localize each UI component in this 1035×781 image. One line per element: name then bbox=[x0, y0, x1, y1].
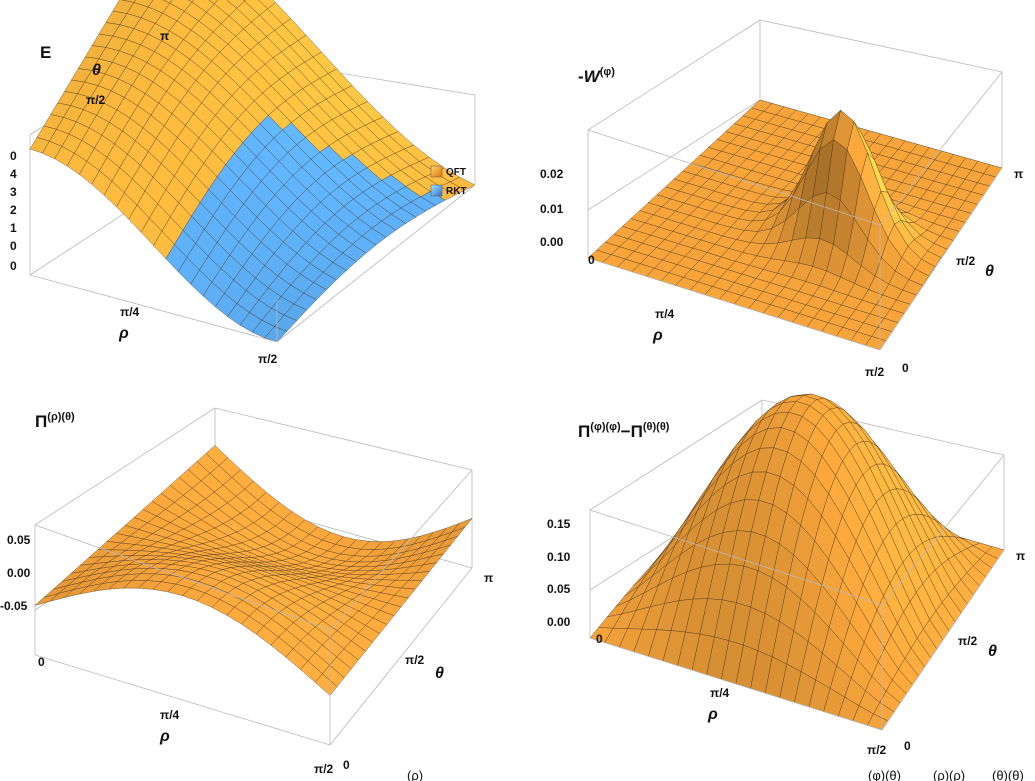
panel-w-phi-z-tick-002: 0.02 bbox=[540, 167, 564, 181]
panel-pi-rho-theta-z-tick-000: 0.00 bbox=[7, 566, 31, 580]
panel-energy-z-tick-0: 0 bbox=[10, 239, 17, 253]
surface-patch bbox=[314, 673, 338, 696]
panel-pi-diff-y-tick-pi: π bbox=[1016, 549, 1025, 563]
panel-w-phi-title-sup: (φ) bbox=[600, 66, 616, 78]
panel-pi-diff-title-a: Π bbox=[578, 422, 590, 441]
panel-pi-diff-x-tick-pi-half: π/2 bbox=[867, 743, 887, 757]
panel-w-phi-x-tick-0: 0 bbox=[588, 253, 595, 267]
panel-pi-diff-theta-label: θ bbox=[988, 643, 997, 660]
panel-energy-z-tick-2: 2 bbox=[10, 203, 17, 217]
panel-pi-diff: Π(φ)(φ)−Π(θ)(θ) 0.15 0.10 0.05 0.00 0 π/… bbox=[547, 393, 1025, 757]
panel-energy-zero-far-tick: 0 bbox=[10, 149, 17, 163]
panel-energy-y-tick-pi-half: π/2 bbox=[86, 93, 106, 107]
panel-pi-rho-theta-y-tick-0: 0 bbox=[343, 758, 350, 772]
legend-swatch-qft bbox=[430, 165, 443, 178]
caption-fragment-4: (θ)(θ) bbox=[992, 768, 1024, 781]
panel-pi-diff-x-tick-0: 0 bbox=[596, 632, 603, 646]
panel-energy-title: E bbox=[40, 43, 51, 62]
panel-pi-rho-theta-z-tick-005: 0.05 bbox=[7, 533, 31, 547]
legend-label-rkt: RKT bbox=[446, 186, 467, 197]
panel-pi-rho-theta: Π(ρ)(θ) 0.05 0.00 -0.05 0 π/4 ρ π/2 0 π/… bbox=[0, 407, 493, 776]
panel-pi-rho-theta-title: Π(ρ)(θ) bbox=[35, 411, 75, 431]
panel-pi-diff-title: Π(φ)(φ)−Π(θ)(θ) bbox=[578, 421, 670, 441]
panel-energy-x-tick-pi-half: π/2 bbox=[258, 352, 278, 366]
panel-pi-diff-y-tick-pi-half: π/2 bbox=[958, 634, 978, 648]
panel-w-phi-surface bbox=[587, 99, 1003, 351]
panel-pi-rho-theta-y-tick-pi: π bbox=[484, 571, 493, 585]
panel-energy: E 0 4 3 2 1 0 0 π θ π/2 π/4 ρ π/2 QFT RK… bbox=[10, 0, 476, 366]
panel-energy-z-tick-1: 1 bbox=[10, 221, 17, 235]
panel-energy-surface bbox=[29, 0, 476, 343]
panel-w-phi-front-frame bbox=[587, 71, 1003, 351]
panel-w-phi-y-tick-pi: π bbox=[1014, 167, 1023, 181]
panel-w-phi-y-tick-0: 0 bbox=[902, 361, 909, 375]
panel-pi-rho-theta-front-frame bbox=[34, 469, 473, 746]
legend-swatch-rkt bbox=[430, 184, 443, 197]
panel-w-phi: -W(φ) 0.02 0.01 0.00 0 π/4 ρ π/2 0 π/2 θ… bbox=[540, 19, 1023, 379]
panel-pi-diff-z-tick-015: 0.15 bbox=[547, 517, 571, 531]
panel-pi-diff-z-tick-000: 0.00 bbox=[547, 615, 571, 629]
panel-pi-diff-title-a-sup: (φ)(φ) bbox=[590, 421, 621, 433]
panel-pi-rho-theta-x-tick-pi-quarter: π/4 bbox=[160, 708, 180, 722]
panel-pi-rho-theta-rho-label: ρ bbox=[159, 728, 170, 745]
panel-energy-z-tick-4: 4 bbox=[10, 167, 17, 181]
caption-fragment-1: (ρ) bbox=[407, 768, 423, 781]
panel-pi-diff-title-b: −Π bbox=[621, 422, 643, 441]
panel-energy-z-tick-3: 3 bbox=[10, 185, 17, 199]
panel-energy-theta-label: θ bbox=[92, 62, 101, 79]
panel-pi-rho-theta-surface bbox=[34, 445, 473, 696]
panel-w-phi-z-tick-001: 0.01 bbox=[540, 202, 564, 216]
panel-w-phi-title: -W(φ) bbox=[578, 66, 615, 86]
panel-energy-front-frame bbox=[29, 184, 476, 343]
panel-pi-rho-theta-title-main: Π bbox=[35, 412, 47, 431]
panel-pi-diff-rho-label: ρ bbox=[707, 706, 718, 723]
panel-pi-rho-theta-x-tick-pi-half: π/2 bbox=[314, 762, 334, 776]
panel-pi-diff-z-tick-005: 0.05 bbox=[547, 582, 571, 596]
panel-pi-diff-z-tick-010: 0.10 bbox=[547, 550, 571, 564]
legend-label-qft: QFT bbox=[446, 167, 466, 178]
panel-pi-rho-theta-theta-label: θ bbox=[435, 665, 444, 682]
panel-energy-rho-label: ρ bbox=[118, 325, 129, 342]
caption-fragments: (ρ) (φ)(θ) (ρ)(ρ) (θ)(θ) bbox=[407, 768, 1024, 781]
panel-w-phi-theta-label: θ bbox=[985, 263, 994, 280]
surface-patch bbox=[187, 0, 195, 3]
legend: QFT RKT bbox=[430, 165, 467, 197]
panel-pi-rho-theta-title-sup: (ρ)(θ) bbox=[47, 411, 75, 423]
panel-pi-diff-y-tick-0: 0 bbox=[904, 739, 911, 753]
panel-w-phi-x-tick-pi-quarter: π/4 bbox=[655, 307, 675, 321]
panel-energy-x-tick-0: 0 bbox=[10, 259, 17, 273]
panel-energy-x-tick-pi-quarter: π/4 bbox=[120, 305, 140, 319]
panel-w-phi-z-tick-000: 0.00 bbox=[540, 235, 564, 249]
panel-w-phi-rho-label: ρ bbox=[652, 327, 663, 344]
panel-energy-y-tick-pi: π bbox=[160, 29, 169, 43]
panel-pi-diff-x-tick-pi-quarter: π/4 bbox=[710, 686, 730, 700]
panel-w-phi-x-tick-pi-half: π/2 bbox=[865, 365, 885, 379]
panel-pi-diff-front-frame bbox=[589, 454, 1005, 731]
panel-w-phi-title-main: -W bbox=[578, 67, 602, 86]
panel-w-phi-y-tick-pi-half: π/2 bbox=[956, 254, 976, 268]
panel-pi-rho-theta-x-tick-0: 0 bbox=[38, 655, 45, 669]
panel-pi-rho-theta-z-tick-m005: -0.05 bbox=[0, 599, 28, 613]
panel-pi-diff-title-b-sup: (θ)(θ) bbox=[643, 421, 670, 433]
panel-pi-diff-surface bbox=[589, 393, 1005, 731]
caption-fragment-3: (ρ)(ρ) bbox=[933, 768, 965, 781]
caption-fragment-2: (φ)(θ) bbox=[868, 768, 901, 781]
panel-pi-rho-theta-y-tick-pi-half: π/2 bbox=[405, 653, 425, 667]
